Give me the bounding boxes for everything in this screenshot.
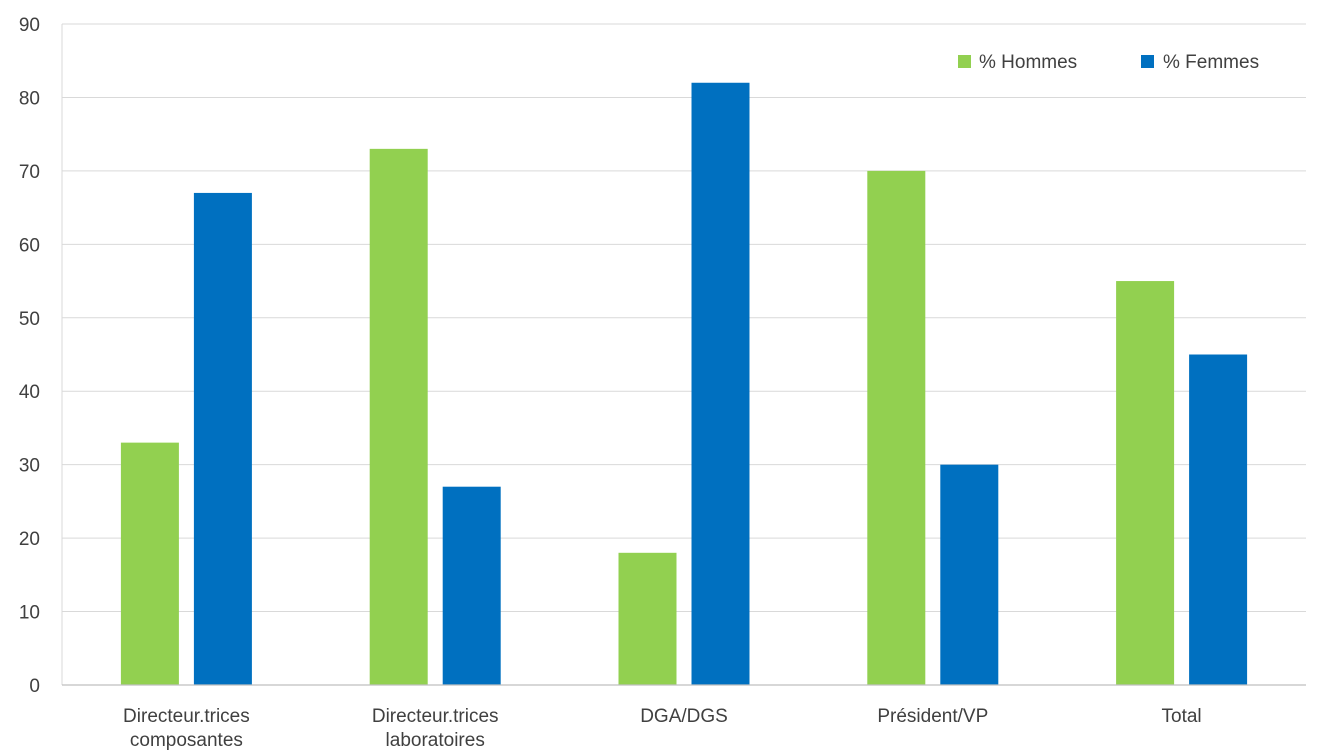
legend: % Hommes % Femmes bbox=[958, 52, 1259, 73]
bar-femmes bbox=[442, 486, 501, 685]
x-category-label: Directeur.trices bbox=[372, 706, 499, 727]
y-tick-label: 70 bbox=[19, 162, 40, 183]
bar-hommes bbox=[120, 442, 179, 685]
y-axis-tick-labels: 0 10 20 30 40 50 60 70 80 90 bbox=[19, 15, 40, 697]
bar-hommes bbox=[867, 170, 926, 685]
bars bbox=[120, 82, 1248, 685]
bar-femmes bbox=[691, 82, 750, 685]
gridlines bbox=[62, 23, 1306, 613]
legend-label-femmes: % Femmes bbox=[1163, 52, 1259, 73]
x-category-label: Président/VP bbox=[877, 706, 988, 727]
y-tick-label: 80 bbox=[19, 88, 40, 109]
y-tick-label: 0 bbox=[29, 676, 40, 697]
y-tick-label: 90 bbox=[19, 15, 40, 36]
y-tick-label: 60 bbox=[19, 235, 40, 256]
bar-hommes bbox=[1116, 281, 1175, 685]
bar-hommes bbox=[369, 148, 428, 685]
y-tick-label: 50 bbox=[19, 309, 40, 330]
x-axis-category-labels: Directeur.trices composantes Directeur.tri… bbox=[123, 706, 1202, 751]
x-category-label: DGA/DGS bbox=[640, 706, 728, 727]
bar-femmes bbox=[940, 464, 999, 685]
x-axis bbox=[61, 24, 1306, 686]
y-tick-label: 10 bbox=[19, 603, 40, 624]
y-tick-label: 30 bbox=[19, 456, 40, 477]
x-category-label: Total bbox=[1162, 706, 1202, 727]
y-tick-label: 20 bbox=[19, 529, 40, 550]
y-tick-label: 40 bbox=[19, 382, 40, 403]
legend-label-hommes: % Hommes bbox=[979, 52, 1077, 73]
bar-femmes bbox=[1189, 354, 1248, 685]
bar-hommes bbox=[618, 552, 677, 685]
x-category-label: Directeur.trices bbox=[123, 706, 250, 727]
legend-swatch-femmes bbox=[1141, 55, 1154, 68]
x-category-label: composantes bbox=[130, 730, 243, 751]
x-category-label: laboratoires bbox=[386, 730, 485, 751]
bar-femmes bbox=[193, 192, 252, 685]
legend-swatch-hommes bbox=[958, 55, 971, 68]
